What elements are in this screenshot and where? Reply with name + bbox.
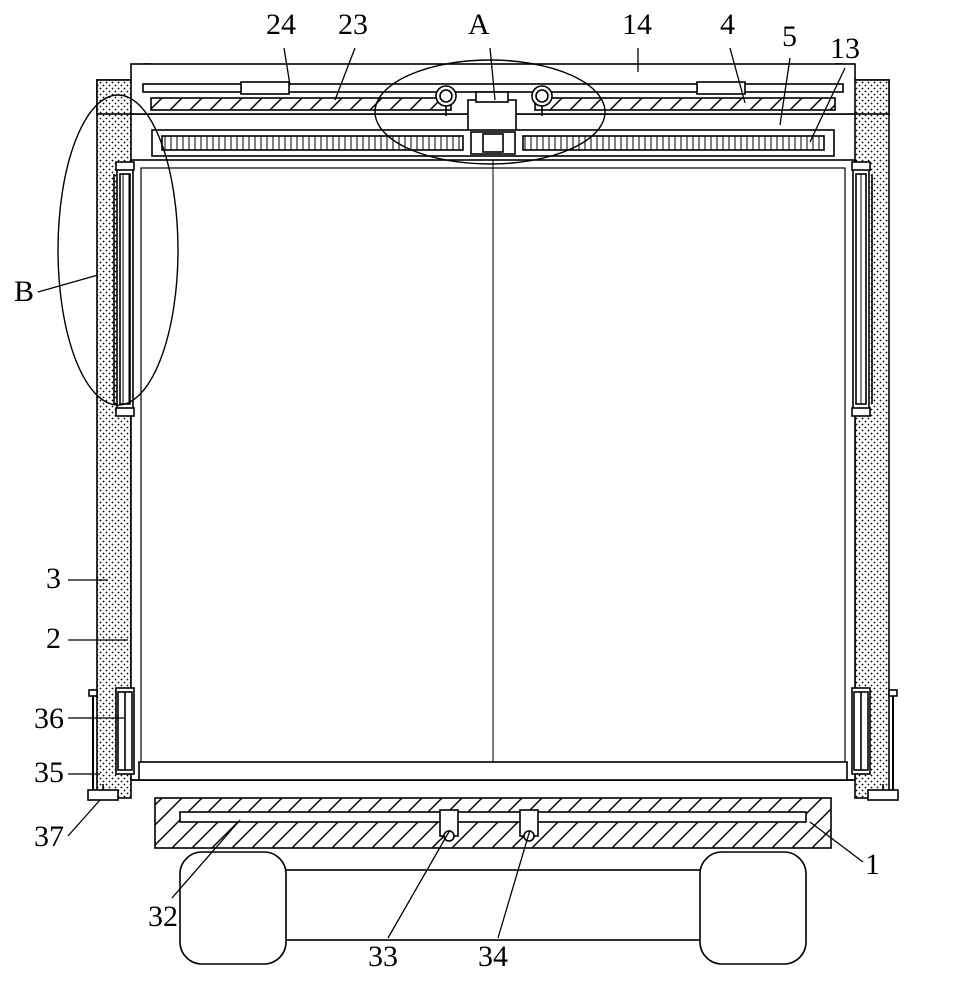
callout-L1: 1	[865, 848, 880, 882]
callout-L35: 35	[34, 756, 64, 790]
callout-L37: 37	[34, 820, 64, 854]
callout-L13: 13	[830, 32, 860, 66]
callout-L3: 3	[46, 562, 61, 596]
callout-L32: 32	[148, 900, 178, 934]
callout-L14: 14	[622, 8, 652, 42]
callout-L23: 23	[338, 8, 368, 42]
callout-L2: 2	[46, 622, 61, 656]
callout-L5: 5	[782, 20, 797, 54]
callout-B: B	[14, 275, 34, 309]
callout-L4: 4	[720, 8, 735, 42]
callout-A: A	[468, 8, 490, 42]
callout-L36: 36	[34, 702, 64, 736]
callout-L34: 34	[478, 940, 508, 974]
diagram-svg	[0, 0, 961, 1000]
diagram-stage: AB2423144513323635373233341	[0, 0, 961, 1000]
callout-L33: 33	[368, 940, 398, 974]
callout-L24: 24	[266, 8, 296, 42]
